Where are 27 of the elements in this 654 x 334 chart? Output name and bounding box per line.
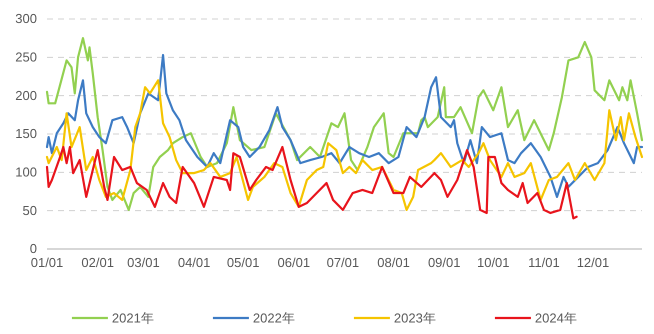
legend-label: 2022年 [252,310,295,326]
line-series [46,146,578,220]
y-tick-label: 200 [15,88,37,103]
x-tick-label: 04/01 [178,255,210,270]
x-tick-label: 08/01 [377,255,410,270]
legend-label: 2021年 [112,310,154,326]
x-tick-label: 02/01 [81,255,114,270]
y-tick-label: 150 [15,126,37,142]
y-tick-label: 100 [15,164,37,180]
line-series [46,37,644,211]
legend-label: 2024年 [534,310,577,326]
legend-label: 2023年 [394,310,436,326]
x-tick-label: 11/01 [528,255,560,270]
line-series [46,54,644,198]
x-tick-label: 12/01 [576,255,610,270]
line-series [46,79,644,211]
x-tick-label: 07/01 [326,255,360,270]
x-tick-label: 01/01 [30,255,64,270]
y-tick-label: 50 [22,202,37,218]
x-tick-label: 05/01 [226,255,260,270]
y-tick-label: 250 [15,49,37,64]
x-tick-label: 09/01 [428,255,460,270]
x-tick-label: 10/01 [476,255,510,270]
x-tick-label: 03/01 [127,255,160,270]
y-tick-label: 300 [15,11,37,26]
x-tick-label: 06/01 [278,255,310,270]
y-tick-label: 0 [30,241,37,256]
